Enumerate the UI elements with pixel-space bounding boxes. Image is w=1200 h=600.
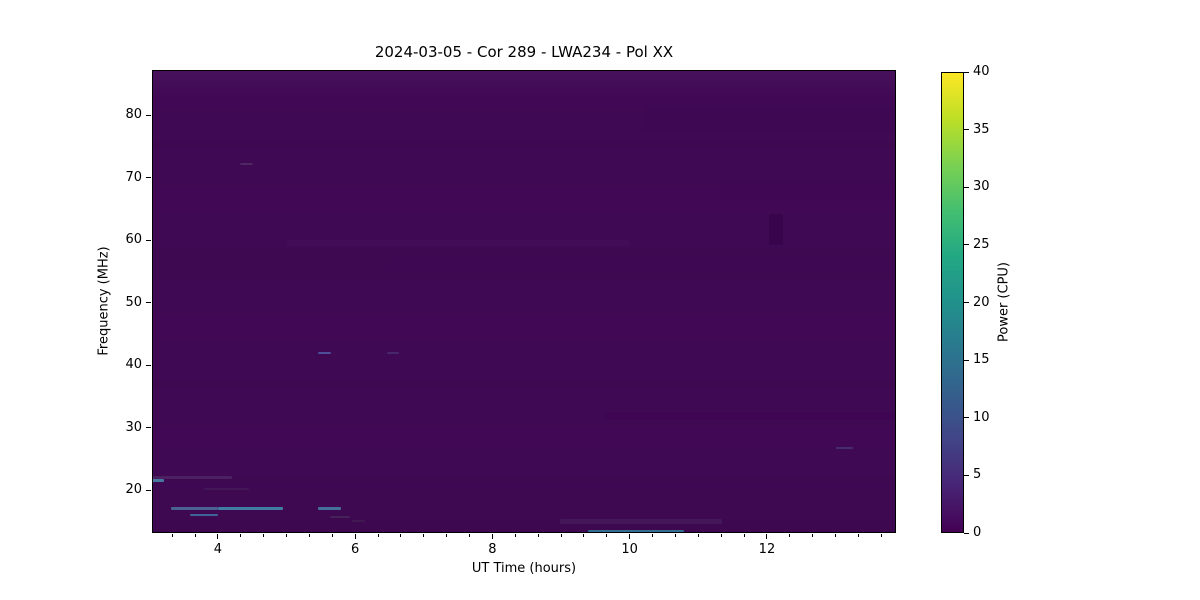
colorbar-tick-mark — [964, 532, 969, 534]
y-tick-mark — [146, 364, 151, 366]
x-minor-tick-mark — [537, 534, 539, 537]
x-tick-label: 12 — [758, 542, 776, 557]
x-minor-tick-mark — [308, 534, 310, 537]
colorbar-tick-label: 20 — [973, 294, 990, 310]
spectrogram-feature-light-band-59MHz — [286, 240, 630, 247]
colorbar-tick-mark — [964, 71, 969, 73]
x-minor-tick-mark — [400, 534, 402, 537]
x-tick-mark — [766, 534, 768, 539]
colorbar-tick-label: 40 — [973, 64, 990, 79]
x-tick-mark — [354, 534, 356, 539]
colorbar-tick-label: 15 — [973, 352, 990, 368]
x-minor-tick-mark — [171, 534, 173, 537]
x-minor-tick-mark — [446, 534, 448, 537]
x-minor-tick-mark — [743, 534, 745, 537]
x-minor-tick-mark — [194, 534, 196, 537]
colorbar — [941, 72, 964, 533]
x-minor-tick-mark — [606, 534, 608, 537]
x-tick-mark — [629, 534, 631, 539]
colorbar-tick-label: 35 — [973, 121, 990, 137]
y-tick-label: 30 — [125, 419, 142, 435]
x-minor-tick-mark — [560, 534, 562, 537]
x-minor-tick-mark — [286, 534, 288, 537]
colorbar-tick-mark — [964, 474, 969, 476]
x-minor-tick-mark — [583, 534, 585, 537]
y-tick-label: 50 — [125, 294, 142, 310]
colorbar-tick-mark — [964, 359, 969, 361]
y-tick-mark — [146, 177, 151, 179]
x-minor-tick-mark — [857, 534, 859, 537]
spectrogram-feature-rfi-line-16MHz — [189, 513, 218, 517]
colorbar-tick-label: 0 — [973, 525, 982, 540]
colorbar-tick-label: 25 — [973, 236, 990, 252]
spectrogram-feature-smudge-15.7MHz — [329, 516, 351, 518]
x-tick-label: 10 — [621, 542, 638, 557]
spectrogram-feature-smudge-15.0MHz — [351, 520, 366, 523]
spectrogram-feature-rfi-line-17MHz-a — [171, 507, 218, 511]
colorbar-label: Power (CPU) — [996, 261, 1012, 343]
x-minor-tick-mark — [469, 534, 471, 537]
x-minor-tick-mark — [514, 534, 516, 537]
x-tick-label: 4 — [213, 542, 223, 557]
spectrogram-feature-rfi-line-17MHz-b — [217, 507, 284, 511]
y-tick-label: 40 — [125, 357, 142, 373]
x-tick-label: 8 — [488, 542, 497, 557]
colorbar-tick-mark — [964, 129, 969, 131]
x-tick-label: 6 — [351, 542, 360, 557]
spectrogram-feature-smudge-20MHz — [204, 488, 249, 491]
spectrogram-feature-dark-patch-62MHz — [769, 213, 783, 246]
colorbar-tick-mark — [964, 244, 969, 246]
y-tick-mark — [146, 114, 151, 116]
spectrogram-feature-smudge-15MHz — [559, 519, 722, 524]
y-tick-label: 20 — [125, 482, 142, 498]
spectrogram-feature-rfi-dash-72MHz — [239, 162, 253, 166]
y-tick-label: 60 — [125, 232, 142, 248]
x-tick-mark — [217, 534, 219, 539]
x-minor-tick-mark — [377, 534, 379, 537]
x-minor-tick-mark — [720, 534, 722, 537]
y-tick-mark — [146, 489, 151, 491]
plot-title: 2024-03-05 - Cor 289 - LWA234 - Pol XX — [374, 43, 674, 61]
spectrogram-feature-dash-27MHz — [835, 446, 853, 450]
spectrogram-feature-faint-streak-22MHz — [153, 476, 233, 480]
colorbar-tick-label: 30 — [973, 179, 990, 195]
x-minor-tick-mark — [331, 534, 333, 537]
colorbar-tick-mark — [964, 417, 969, 419]
spectrogram-feature-rfi-dash-42MHz-b — [386, 351, 400, 355]
colorbar-tick-label: 5 — [973, 467, 982, 483]
x-axis-label: UT Time (hours) — [471, 561, 577, 576]
y-tick-mark — [146, 302, 151, 304]
x-minor-tick-mark — [812, 534, 814, 537]
y-tick-mark — [146, 427, 151, 429]
x-minor-tick-mark — [697, 534, 699, 537]
spectrogram-feature-rfi-streak-21.5MHz — [153, 479, 164, 483]
x-minor-tick-mark — [789, 534, 791, 537]
spectrogram-feature-rfi-line-17MHz-c — [318, 507, 341, 511]
x-minor-tick-mark — [423, 534, 425, 537]
spectrogram-feature-dark-band-79MHz — [643, 105, 895, 131]
x-minor-tick-mark — [880, 534, 882, 537]
spectrogram-feature-rfi-dash-42MHz-a — [318, 351, 332, 355]
x-tick-mark — [491, 534, 493, 539]
x-minor-tick-mark — [263, 534, 265, 537]
colorbar-tick-mark — [964, 302, 969, 303]
y-tick-mark — [146, 239, 151, 241]
x-minor-tick-mark — [240, 534, 242, 537]
y-tick-label: 80 — [125, 107, 142, 123]
y-tick-label: 70 — [125, 169, 142, 185]
x-minor-tick-mark — [674, 534, 676, 537]
spectrogram-feature-dark-band-56MHz — [389, 258, 895, 273]
spectrogram-heatmap — [152, 70, 896, 533]
x-minor-tick-mark — [652, 534, 654, 537]
spectrogram-feature-dark-band-68MHz — [718, 180, 895, 200]
spectrogram-feature-dark-band-32MHz — [602, 412, 895, 421]
x-minor-tick-mark — [835, 534, 837, 537]
colorbar-tick-label: 10 — [973, 409, 990, 425]
spectrogram-feature-rfi-line-13.5MHz — [587, 529, 684, 532]
colorbar-tick-mark — [964, 186, 969, 188]
